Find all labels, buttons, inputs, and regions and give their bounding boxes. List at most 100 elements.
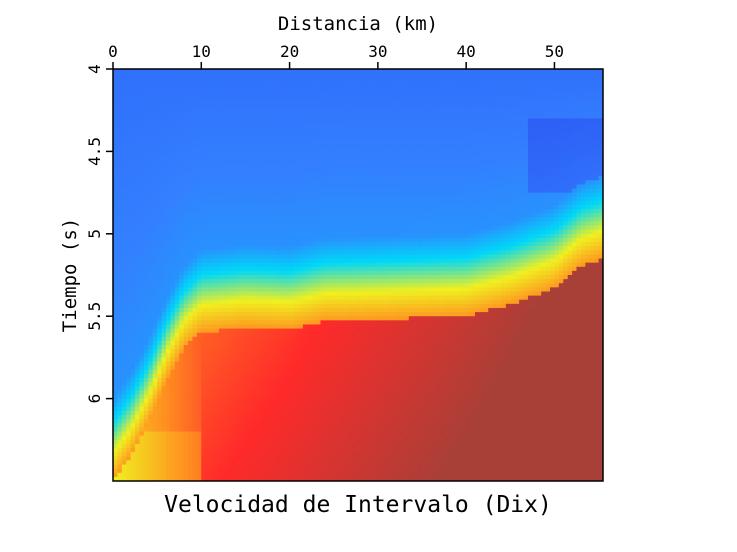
heatmap-cell [174, 254, 180, 260]
heatmap-cell [143, 353, 149, 358]
heatmap-cell [293, 180, 299, 185]
heatmap-cell [152, 139, 158, 144]
heatmap-cell [254, 303, 260, 309]
heatmap-cell [148, 266, 154, 272]
heatmap-cell [130, 452, 136, 457]
heatmap-cell [307, 378, 313, 383]
heatmap-cell [121, 365, 127, 371]
heatmap-cell [249, 390, 255, 396]
heatmap-cell [205, 316, 211, 321]
heatmap-cell [254, 200, 260, 206]
heatmap-cell [196, 266, 202, 272]
heatmap-cell [121, 423, 127, 429]
heatmap-cell [254, 373, 260, 379]
heatmap-cell [170, 180, 176, 185]
heatmap-cell [232, 307, 238, 313]
heatmap-cell [311, 279, 317, 284]
heatmap-cell [316, 303, 322, 309]
heatmap-cell [316, 89, 322, 95]
heatmap-cell [214, 73, 220, 78]
heatmap-cell [241, 110, 247, 115]
heatmap-cell [130, 229, 136, 235]
heatmap-cell [267, 196, 273, 202]
heatmap-cell [245, 250, 251, 255]
heatmap-cell [205, 225, 211, 231]
heatmap-cell [210, 406, 216, 412]
heatmap-cell [179, 213, 185, 218]
heatmap-cell [126, 307, 132, 313]
heatmap-cell [174, 155, 180, 161]
heatmap-cell [201, 287, 207, 293]
heatmap-cell [241, 134, 247, 140]
heatmap-cell [113, 106, 119, 111]
heatmap-cell [267, 390, 273, 396]
heatmap-cell [113, 151, 119, 157]
heatmap-cell [135, 456, 141, 461]
heatmap-cell [263, 386, 269, 391]
heatmap-cell [254, 114, 260, 120]
heatmap-cell [152, 345, 158, 350]
heatmap-cell [152, 258, 158, 264]
heatmap-cell [280, 192, 286, 198]
heatmap-cell [227, 435, 233, 441]
heatmap-cell [174, 307, 180, 313]
heatmap-cell [227, 163, 233, 169]
heatmap-cell [214, 427, 220, 433]
heatmap-cell [311, 427, 317, 433]
heatmap-cell [223, 233, 229, 239]
heatmap-cell [135, 192, 141, 198]
heatmap-cell [165, 246, 171, 251]
heatmap-cell [117, 167, 123, 173]
heatmap-cell [324, 312, 330, 317]
heatmap-cell [196, 394, 202, 400]
heatmap-cell [139, 172, 145, 177]
heatmap-cell [227, 85, 233, 91]
heatmap-cell [121, 336, 127, 342]
heatmap-cell [152, 316, 158, 321]
heatmap-cell [205, 295, 211, 301]
heatmap-cell [183, 369, 189, 375]
heatmap-cell [227, 139, 233, 144]
heatmap-cell [316, 217, 322, 223]
heatmap-cell [311, 340, 317, 346]
heatmap-cell [271, 147, 277, 152]
heatmap-cell [276, 163, 282, 169]
heatmap-cell [205, 320, 211, 326]
heatmap-cell [210, 291, 216, 297]
heatmap-cell [218, 373, 224, 379]
heatmap-cell [285, 225, 291, 231]
heatmap-cell [161, 217, 167, 223]
heatmap-cell [320, 460, 326, 466]
heatmap-cell [280, 324, 286, 330]
heatmap-cell [276, 435, 282, 441]
heatmap-cell [113, 85, 119, 91]
heatmap-cell [179, 204, 185, 210]
heatmap-cell [307, 291, 313, 297]
heatmap-cell [293, 378, 299, 383]
heatmap-cell [236, 345, 242, 350]
heatmap-cell [218, 439, 224, 445]
heatmap-cell [263, 382, 269, 387]
heatmap-cell [201, 353, 207, 358]
heatmap-cell [271, 283, 277, 288]
heatmap-cell [113, 472, 119, 478]
heatmap-cell [249, 452, 255, 457]
heatmap-cell [289, 336, 295, 342]
heatmap-cell [121, 204, 127, 210]
heatmap-cell [165, 460, 171, 466]
heatmap-cell [307, 134, 313, 140]
heatmap-cell [267, 365, 273, 371]
heatmap-cell [258, 353, 264, 358]
heatmap-cell [135, 448, 141, 453]
heatmap-cell [311, 410, 317, 416]
heatmap-cell [241, 246, 247, 251]
heatmap-cell [183, 464, 189, 470]
heatmap-cell [157, 204, 163, 210]
heatmap-cell [271, 460, 277, 466]
heatmap-cell [174, 423, 180, 429]
heatmap-cell [188, 361, 194, 367]
heatmap-cell [210, 402, 216, 408]
heatmap-cell [298, 275, 304, 280]
heatmap-cell [254, 250, 260, 255]
heatmap-cell [258, 77, 264, 82]
